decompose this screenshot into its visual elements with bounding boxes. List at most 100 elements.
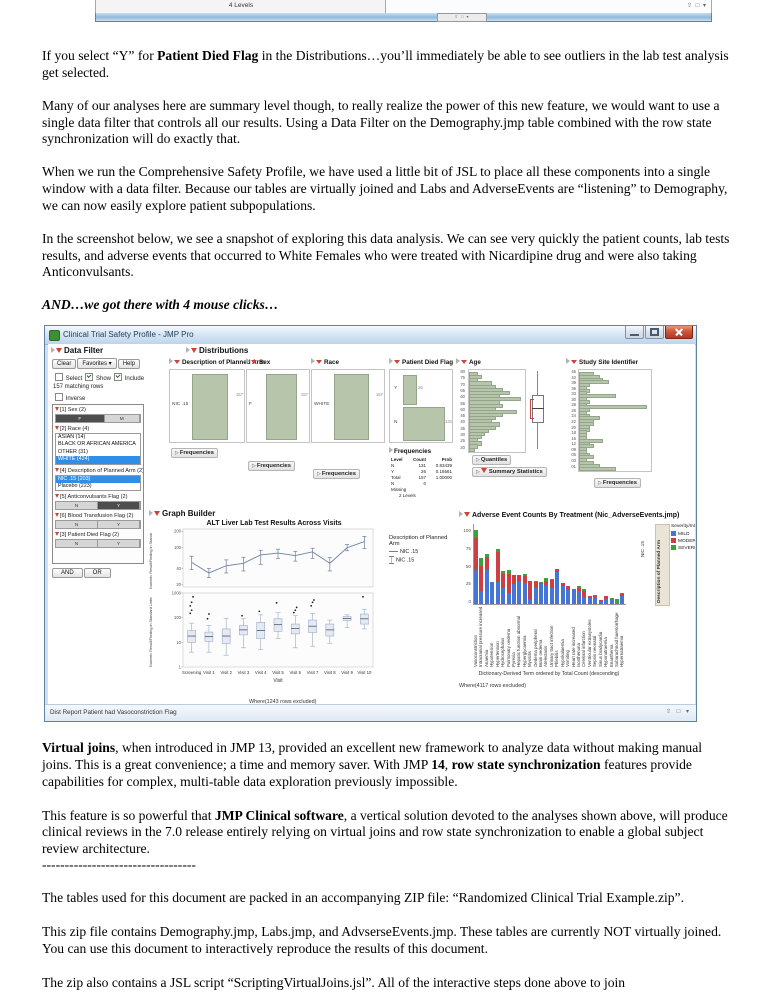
- statusbar-tab[interactable]: ⇧ □ ▾: [437, 13, 487, 22]
- frequencies-table-header[interactable]: Frequencies: [389, 447, 431, 455]
- histogram-bar[interactable]: [579, 466, 616, 471]
- filter-item[interactable]: WHITE (424): [56, 456, 140, 464]
- gray-disclosure-icon[interactable]: [186, 347, 190, 353]
- stacked-bar[interactable]: [511, 574, 516, 604]
- legend-item[interactable]: MILD: [671, 531, 695, 537]
- logic-button-or[interactable]: OR: [83, 568, 111, 578]
- histogram-bar[interactable]: [403, 407, 445, 441]
- stacked-bar[interactable]: [620, 593, 625, 604]
- stacked-bar[interactable]: [506, 569, 511, 604]
- disclosure-button[interactable]: ▷Frequencies: [171, 448, 219, 458]
- legend-item[interactable]: SEVERE: [671, 544, 695, 550]
- red-triangle-icon[interactable]: [174, 360, 180, 364]
- red-triangle-icon[interactable]: [55, 532, 59, 537]
- gray-disclosure-icon[interactable]: [389, 358, 393, 364]
- stacked-bar[interactable]: [495, 549, 500, 604]
- red-triangle-icon[interactable]: [316, 360, 322, 364]
- filter-button-clear[interactable]: Clear: [52, 359, 77, 369]
- histogram-bar[interactable]: [579, 380, 610, 385]
- stacked-bar[interactable]: [528, 580, 533, 604]
- red-triangle-icon[interactable]: [461, 360, 467, 364]
- stacked-bar[interactable]: [533, 580, 538, 604]
- gray-disclosure-icon[interactable]: [389, 447, 393, 453]
- stacked-bar[interactable]: [544, 577, 549, 604]
- data-filter-header[interactable]: Data Filter: [51, 346, 103, 355]
- red-triangle-icon[interactable]: [56, 348, 62, 353]
- segment-Y[interactable]: Y: [98, 540, 140, 548]
- red-triangle-icon[interactable]: [55, 426, 59, 430]
- stacked-bar[interactable]: [539, 582, 544, 604]
- stacked-bar[interactable]: [614, 599, 619, 604]
- disclosure-button[interactable]: ▷Frequencies: [248, 461, 296, 471]
- statusbar-icons[interactable]: ⇧ □ ▾: [687, 3, 707, 9]
- red-triangle-icon[interactable]: [251, 360, 257, 364]
- stacked-bar[interactable]: [582, 589, 587, 604]
- segment-Y[interactable]: Y: [98, 521, 140, 529]
- jmp-titlebar[interactable]: Clinical Trial Safety Profile - JMP Pro: [45, 326, 696, 345]
- histogram[interactable]: F 157: [246, 369, 310, 443]
- alt-lab-chart[interactable]: 20 40 100 200 1 10 100 1000 Screening Visit 1 Visi…: [155, 527, 387, 685]
- site-histogram[interactable]: [578, 369, 652, 472]
- red-triangle-icon[interactable]: [55, 407, 59, 411]
- filter-item[interactable]: ASIAN (14): [58, 434, 86, 440]
- stacked-bar[interactable]: [593, 594, 598, 604]
- histogram-bar[interactable]: [579, 405, 647, 410]
- red-triangle-icon[interactable]: [55, 467, 59, 472]
- panel-header[interactable]: Study Site Identifier: [566, 358, 638, 366]
- stacked-bar[interactable]: [598, 600, 603, 604]
- histogram-bar[interactable]: [579, 438, 603, 443]
- stacked-bar[interactable]: [560, 582, 565, 604]
- histogram-bar[interactable]: [403, 375, 417, 405]
- histogram[interactable]: Y 26 N 131: [389, 369, 453, 443]
- stacked-bar[interactable]: [490, 582, 495, 604]
- minimize-button[interactable]: [625, 326, 644, 339]
- gray-disclosure-icon[interactable]: [149, 510, 153, 516]
- gray-disclosure-icon[interactable]: [459, 511, 463, 517]
- stacked-bar[interactable]: [571, 589, 576, 604]
- histogram[interactable]: NIC .15 157: [169, 369, 245, 443]
- red-triangle-icon[interactable]: [480, 468, 487, 473]
- red-triangle-icon[interactable]: [154, 511, 160, 516]
- panel-header[interactable]: Sex: [246, 358, 270, 366]
- checkbox-select[interactable]: [55, 373, 63, 381]
- filter-item[interactable]: Placebo (223): [58, 483, 92, 490]
- inverse-checkbox[interactable]: [55, 393, 63, 401]
- stacked-bar[interactable]: [484, 554, 489, 604]
- adverse-bar-chart[interactable]: [473, 524, 626, 605]
- red-triangle-icon[interactable]: [55, 494, 59, 499]
- filter-item[interactable]: OTHER (31): [58, 448, 88, 455]
- gray-disclosure-icon[interactable]: [566, 358, 570, 364]
- stacked-bar[interactable]: [517, 574, 522, 604]
- histogram[interactable]: WHITE 157: [311, 369, 385, 443]
- histogram-bar[interactable]: [579, 394, 616, 399]
- filter-item[interactable]: BLACK OR AFRICAN AMERICA: [58, 441, 136, 448]
- checkbox-show[interactable]: [85, 373, 94, 381]
- disclosure-button[interactable]: ▷Frequencies: [594, 478, 642, 488]
- gray-disclosure-icon[interactable]: [311, 358, 315, 364]
- graph-builder-header[interactable]: Graph Builder: [149, 509, 215, 518]
- close-button[interactable]: [665, 326, 693, 339]
- disclosure-button[interactable]: ▷Quantiles: [472, 455, 512, 465]
- panel-header[interactable]: Age: [456, 358, 481, 366]
- segment-N[interactable]: N: [56, 521, 98, 529]
- panel-header[interactable]: Description of Planned Arm: [169, 358, 265, 366]
- legend-item[interactable]: NIC .15: [389, 549, 459, 555]
- segment-N[interactable]: N: [56, 502, 98, 510]
- stacked-bar[interactable]: [609, 597, 614, 604]
- disclosure-button[interactable]: ▷Frequencies: [313, 469, 361, 479]
- inverse-checkbox-row[interactable]: Inverse: [52, 393, 85, 402]
- stacked-bar[interactable]: [474, 529, 478, 604]
- segment-N[interactable]: N: [56, 540, 98, 548]
- histogram-bar[interactable]: [469, 447, 475, 452]
- stacked-bar[interactable]: [479, 557, 484, 604]
- stacked-bar[interactable]: [549, 578, 554, 604]
- segment-F[interactable]: F: [56, 415, 105, 422]
- logic-button-and[interactable]: AND: [52, 568, 83, 578]
- filter-label[interactable]: [5] Anticonvulsants Flag (2): [55, 494, 141, 500]
- histogram-bar[interactable]: [192, 374, 228, 440]
- segment-M[interactable]: M: [104, 415, 140, 422]
